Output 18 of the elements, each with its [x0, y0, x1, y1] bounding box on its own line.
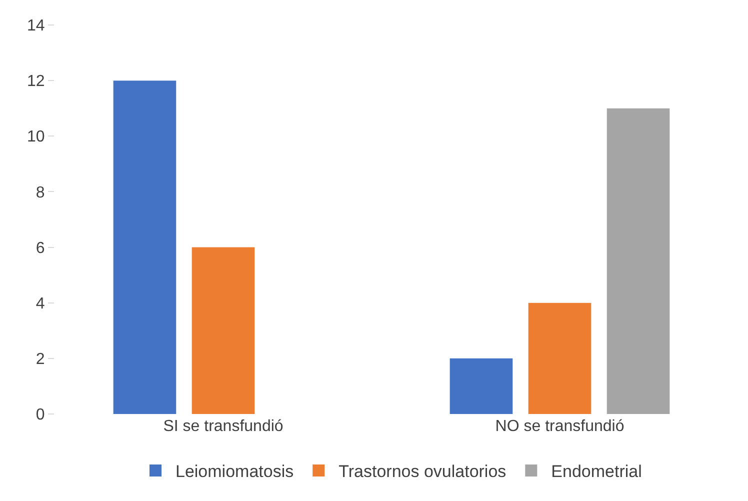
x-tick-label: NO se transfundió	[495, 418, 624, 435]
bar	[528, 302, 592, 414]
legend-label: Leiomiomatosis	[176, 462, 294, 482]
y-tick-label: 8	[36, 184, 45, 202]
y-tick-label: 0	[36, 406, 45, 424]
bar	[192, 247, 255, 414]
x-tick-label: SI se transfundió	[163, 418, 284, 435]
y-tick-label: 12	[27, 73, 45, 90]
y-tick-label: 4	[36, 295, 45, 312]
legend-label: Endometrial	[551, 462, 642, 482]
legend-label: Trastornos ovulatorios	[338, 462, 506, 482]
bar	[450, 358, 513, 414]
bar	[606, 108, 670, 414]
y-tick-label: 2	[36, 351, 45, 368]
y-tick-label: 10	[27, 128, 45, 146]
y-tick-label: 6	[36, 240, 45, 257]
y-tick-label: 14	[27, 18, 45, 35]
bar	[113, 80, 176, 414]
